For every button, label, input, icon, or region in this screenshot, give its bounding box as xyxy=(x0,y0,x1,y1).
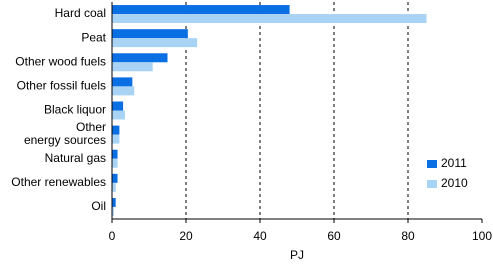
bar xyxy=(112,38,198,48)
bar xyxy=(112,5,290,15)
y-tick-label: Peat xyxy=(81,30,106,44)
x-tick-label: 20 xyxy=(179,229,193,243)
bar xyxy=(112,173,118,183)
legend-swatch xyxy=(427,160,437,168)
bar xyxy=(112,101,124,111)
bar xyxy=(112,62,153,72)
bar xyxy=(112,182,116,192)
bar xyxy=(112,158,118,168)
bar xyxy=(112,206,114,216)
x-tick-label: 100 xyxy=(472,229,492,243)
y-tick-label: Other renewables xyxy=(11,175,106,189)
bar xyxy=(112,77,133,87)
x-axis-label: PJ xyxy=(290,248,304,262)
bar xyxy=(112,125,120,135)
legend-label: 2010 xyxy=(441,176,468,190)
bar xyxy=(112,53,168,63)
y-tick-label: Other energy sources xyxy=(24,120,106,147)
bar xyxy=(112,14,427,24)
bar xyxy=(112,134,120,144)
legend-swatch xyxy=(427,180,437,188)
bar xyxy=(112,149,118,159)
y-tick-label: Black liquor xyxy=(44,103,106,117)
bar xyxy=(112,110,125,120)
bar xyxy=(112,86,135,96)
bar xyxy=(112,29,188,39)
y-tick-label: Natural gas xyxy=(45,151,106,165)
x-tick-label: 0 xyxy=(109,229,116,243)
x-tick-label: 80 xyxy=(401,229,415,243)
y-tick-label: Oil xyxy=(91,199,106,213)
x-tick-label: 60 xyxy=(327,229,341,243)
x-tick-label: 40 xyxy=(253,229,267,243)
y-tick-label: Other fossil fuels xyxy=(17,79,106,93)
bar xyxy=(112,197,116,207)
y-tick-label: Hard coal xyxy=(55,6,106,20)
legend-label: 2011 xyxy=(441,156,467,170)
y-tick-label: Other wood fuels xyxy=(15,54,106,68)
